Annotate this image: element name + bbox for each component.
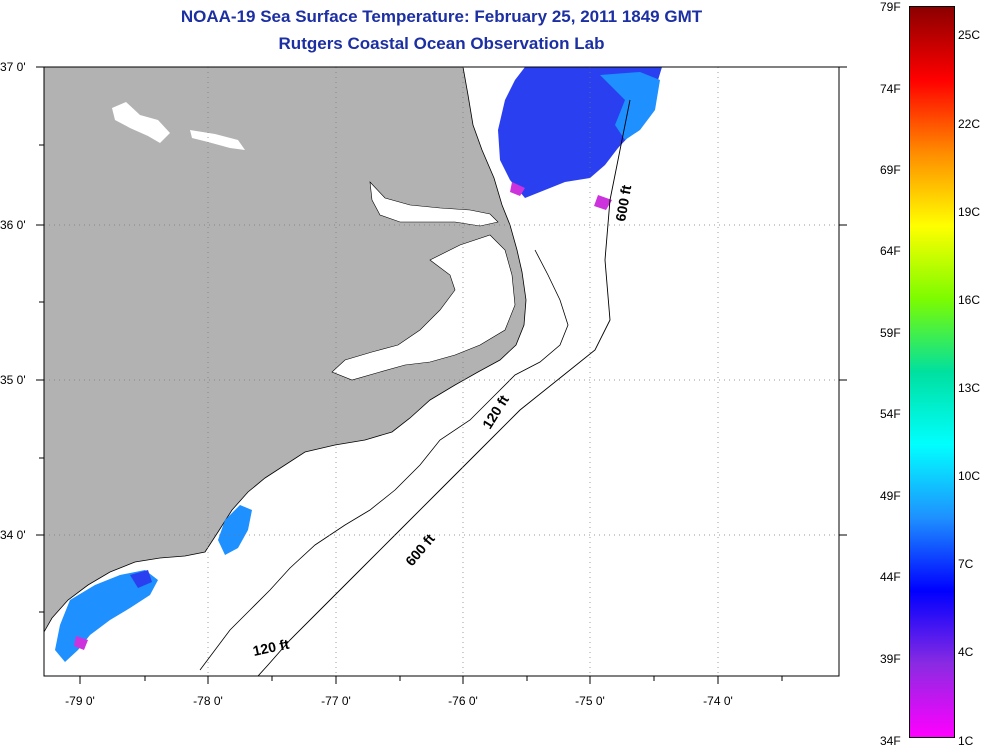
colorbar-c-7: 7C bbox=[958, 557, 974, 571]
lon-label-78: -78 0' bbox=[193, 694, 223, 708]
lon-label-76: -76 0' bbox=[448, 694, 478, 708]
pamlico-sound bbox=[331, 234, 516, 381]
colorbar-f-49: 49F bbox=[880, 489, 901, 503]
lon-label-75: -75 0' bbox=[575, 694, 605, 708]
colorbar-c-16: 16C bbox=[958, 293, 981, 307]
lon-label-74: -74 0' bbox=[703, 694, 733, 708]
lon-label-77: -77 0' bbox=[321, 694, 351, 708]
colorbar-c-22: 22C bbox=[958, 117, 981, 131]
river-inland bbox=[190, 130, 245, 150]
temperature-colorbar bbox=[909, 6, 955, 738]
colorbar-c-4: 4C bbox=[958, 645, 974, 659]
contour-label-120ft-south: 120 ft bbox=[251, 636, 290, 659]
lat-label-36: 36 0' bbox=[0, 218, 26, 232]
colorbar-f-54: 54F bbox=[880, 407, 901, 421]
colorbar-f-39: 39F bbox=[880, 652, 901, 666]
map-title: NOAA-19 Sea Surface Temperature: Februar… bbox=[180, 7, 703, 26]
colorbar-c-13: 13C bbox=[958, 381, 981, 395]
contour-label-600ft-north: 600 ft bbox=[612, 183, 634, 222]
sst-patch-south-2 bbox=[218, 505, 252, 555]
colorbar-c-25: 25C bbox=[958, 28, 981, 42]
lon-label-79: -79 0' bbox=[65, 694, 95, 708]
colorbar-f-44: 44F bbox=[880, 570, 901, 584]
map-subtitle: Rutgers Coastal Ocean Observation Lab bbox=[278, 34, 605, 53]
sst-patch-cold-1 bbox=[510, 182, 525, 196]
colorbar-c-10: 10C bbox=[958, 469, 981, 483]
sst-patch-north-edge bbox=[600, 72, 660, 140]
contour-120ft-line bbox=[199, 249, 569, 671]
map-frame bbox=[43, 66, 840, 677]
sst-patch-cold-3 bbox=[130, 570, 152, 588]
colorbar-f-34: 34F bbox=[880, 734, 901, 748]
colorbar-f-79: 79F bbox=[880, 0, 901, 14]
colorbar-c-1: 1C bbox=[958, 734, 974, 748]
sst-patch-north bbox=[498, 67, 662, 198]
colorbar-f-69: 69F bbox=[880, 163, 901, 177]
contour-600ft-line bbox=[257, 99, 631, 676]
colorbar-c-19: 19C bbox=[958, 205, 981, 219]
sst-patch-cold-4 bbox=[74, 636, 88, 650]
colorbar-f-64: 64F bbox=[880, 244, 901, 258]
colorbar-f-59: 59F bbox=[880, 326, 901, 340]
axis-ticks bbox=[36, 66, 847, 684]
lake-inland bbox=[112, 102, 170, 143]
lat-label-37: 37 0' bbox=[0, 60, 26, 74]
sst-patch-cold-2 bbox=[594, 195, 612, 210]
albemarle-sound bbox=[369, 181, 499, 227]
colorbar-f-74: 74F bbox=[880, 82, 901, 96]
lat-label-35: 35 0' bbox=[0, 373, 26, 387]
lat-label-34: 34 0' bbox=[0, 528, 26, 542]
